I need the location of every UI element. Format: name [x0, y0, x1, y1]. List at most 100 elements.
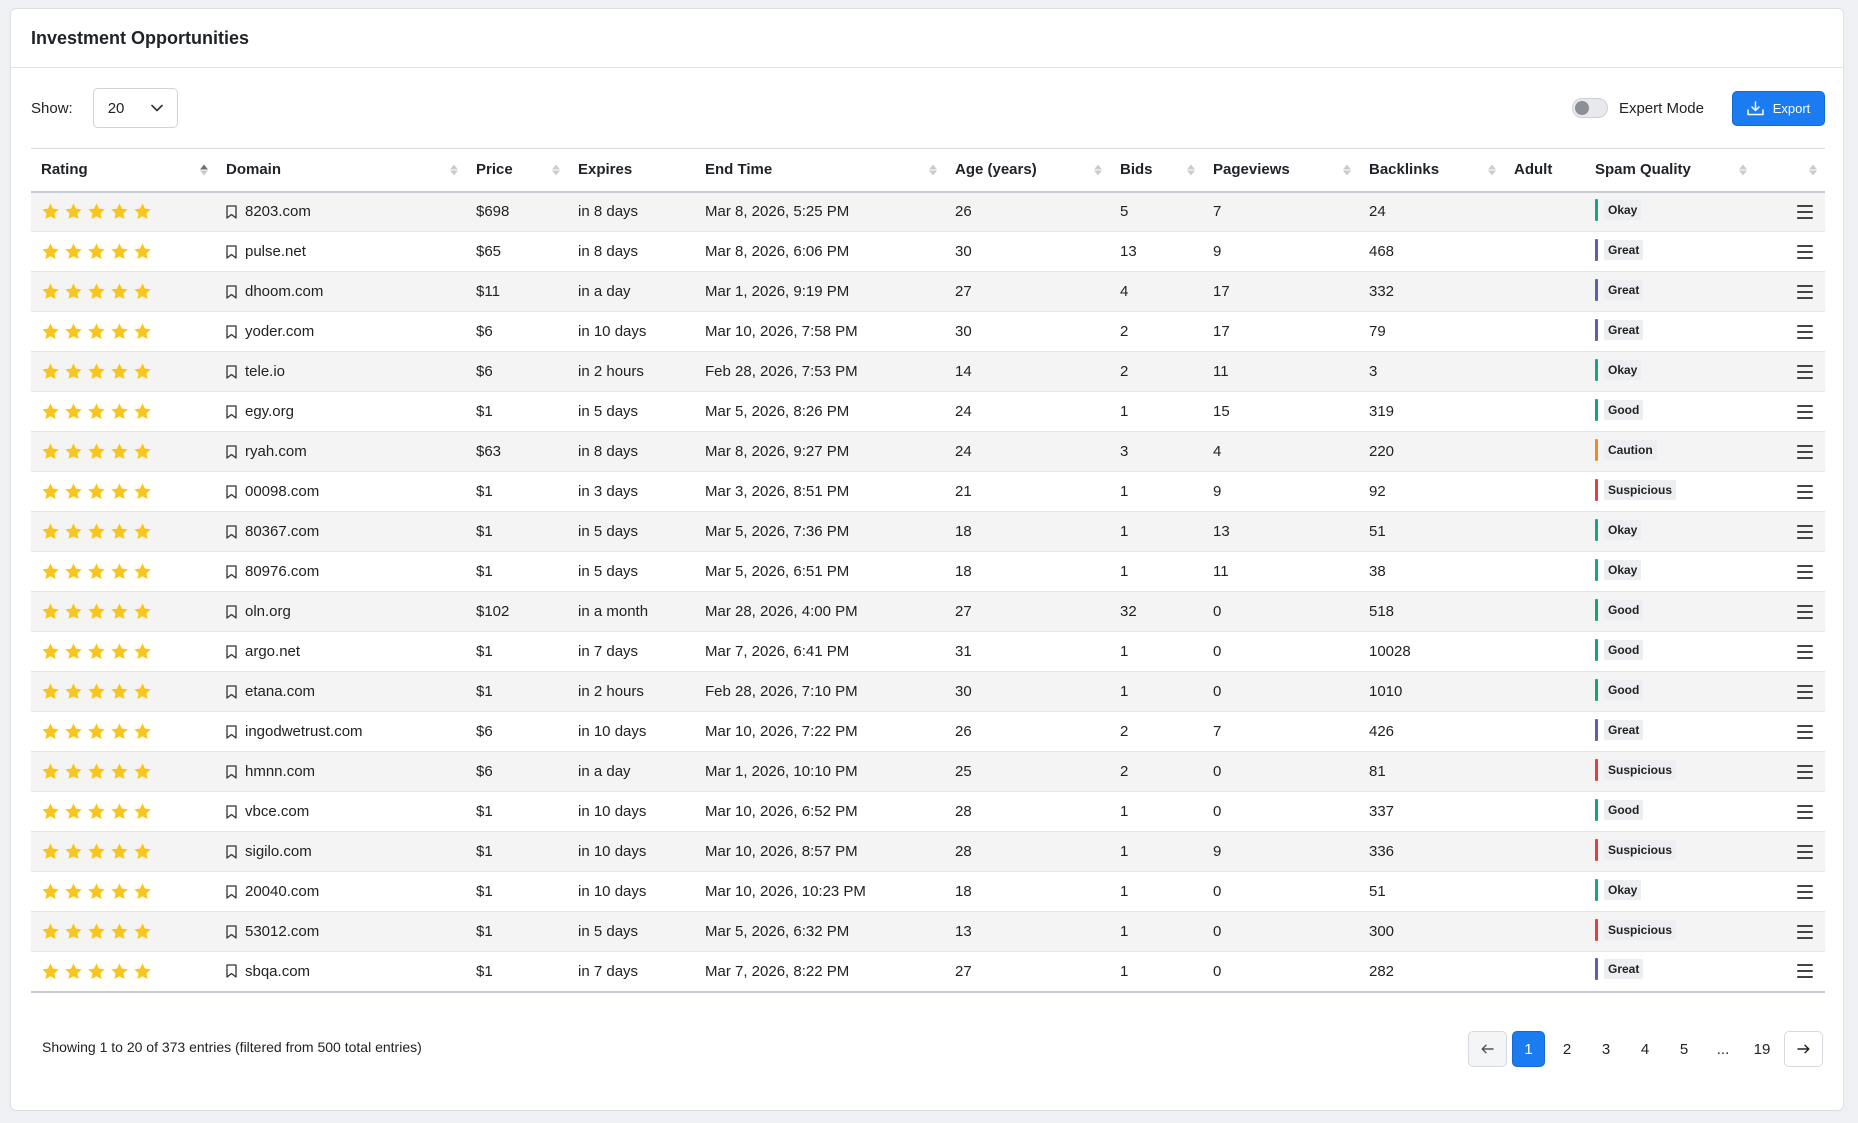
table-row[interactable]: ryah.com $63 in 8 days Mar 8, 2026, 9:27 PM… — [31, 431, 1825, 472]
domain-name[interactable]: yoder.com — [245, 323, 315, 340]
row-menu-icon[interactable] — [1797, 844, 1813, 859]
bookmark-icon[interactable] — [226, 964, 237, 978]
row-menu-icon[interactable] — [1797, 284, 1813, 299]
bookmark-icon[interactable] — [226, 844, 237, 859]
row-menu-icon[interactable] — [1797, 884, 1813, 899]
column-header[interactable]: Bids — [1110, 149, 1203, 192]
row-menu-icon[interactable] — [1797, 324, 1813, 339]
bookmark-icon[interactable] — [226, 604, 237, 619]
table-row[interactable]: dhoom.com $11 in a day Mar 1, 2026, 9:19 PM… — [31, 271, 1825, 312]
row-menu-icon[interactable] — [1797, 724, 1813, 739]
next-page-button[interactable] — [1784, 1031, 1823, 1067]
domain-name[interactable]: 80367.com — [245, 523, 320, 540]
export-button[interactable]: Export — [1732, 90, 1825, 126]
table-row[interactable]: hmnn.com $6 in a day Mar 1, 2026, 10:10 PM 2… — [31, 751, 1825, 792]
domain-name[interactable]: ingodwetrust.com — [245, 723, 363, 740]
domain-name[interactable]: pulse.net — [245, 243, 306, 260]
bookmark-icon[interactable] — [226, 404, 237, 419]
domain-name[interactable]: etana.com — [245, 683, 316, 700]
page-button[interactable]: 5 — [1679, 1040, 1689, 1058]
column-header[interactable]: Adult — [1504, 149, 1585, 192]
domain-name[interactable]: tele.io — [245, 363, 286, 380]
table-row[interactable]: etana.com $1 in 2 hours Feb 28, 2026, 7:10 … — [31, 671, 1825, 712]
page-button[interactable]: 1 — [1512, 1031, 1545, 1067]
domain-name[interactable]: ryah.com — [245, 443, 307, 460]
row-menu-icon[interactable] — [1797, 524, 1813, 539]
bookmark-icon[interactable] — [226, 564, 237, 579]
table-row[interactable]: egy.org $1 in 5 days Mar 5, 2026, 8:26 PM 24… — [31, 392, 1825, 432]
row-menu-icon[interactable] — [1797, 444, 1813, 459]
row-menu-icon[interactable] — [1797, 804, 1813, 819]
column-header[interactable]: Domain — [216, 149, 466, 192]
domain-name[interactable]: 00098.com — [245, 483, 320, 500]
page-button[interactable]: 4 — [1640, 1040, 1650, 1058]
row-menu-icon[interactable] — [1797, 364, 1813, 379]
table-row[interactable]: 8203.com $698 in 8 days Mar 8, 2026, 5:25 P… — [31, 191, 1825, 232]
bookmark-icon[interactable] — [226, 444, 237, 459]
domain-name[interactable]: argo.net — [245, 643, 301, 660]
row-menu-icon[interactable] — [1797, 404, 1813, 419]
page-button[interactable]: 2 — [1562, 1040, 1572, 1058]
domain-name[interactable]: sbqa.com — [245, 962, 311, 980]
bookmark-icon[interactable] — [226, 244, 237, 259]
expert-mode-toggle[interactable] — [1571, 98, 1608, 118]
table-row[interactable]: 80367.com $1 in 5 days Mar 5, 2026, 7:36 PM… — [31, 511, 1825, 552]
table-row[interactable]: sbqa.com $1 in 7 days Mar 7, 2026, 8:22 PM 2… — [31, 952, 1825, 992]
row-menu-icon[interactable] — [1797, 244, 1813, 259]
table-row[interactable]: ingodwetrust.com $6 in 10 days Mar 10, 2026… — [31, 712, 1825, 752]
page-button[interactable]: 3 — [1601, 1040, 1611, 1058]
bookmark-icon[interactable] — [226, 924, 237, 939]
column-header[interactable]: Expires — [568, 149, 695, 192]
row-menu-icon[interactable] — [1797, 604, 1813, 619]
domain-name[interactable]: 53012.com — [245, 923, 320, 940]
domain-name[interactable]: oln.org — [245, 603, 291, 620]
domain-name[interactable]: dhoom.com — [245, 283, 324, 300]
column-header[interactable]: End Time — [695, 149, 945, 192]
table-row[interactable]: oln.org $102 in a month Mar 28, 2026, 4:00 … — [31, 591, 1825, 632]
bookmark-icon[interactable] — [226, 764, 237, 779]
page-button[interactable]: 19 — [1753, 1040, 1771, 1058]
table-row[interactable]: yoder.com $6 in 10 days Mar 10, 2026, 7:58 … — [31, 312, 1825, 352]
column-header[interactable]: Backlinks — [1359, 149, 1504, 192]
domain-name[interactable]: 80976.com — [245, 563, 320, 580]
table-row[interactable]: vbce.com $1 in 10 days Mar 10, 2026, 6:52 P… — [31, 792, 1825, 832]
column-header[interactable]: Age (years) — [945, 149, 1110, 192]
table-row[interactable]: 80976.com $1 in 5 days Mar 5, 2026, 6:51 PM… — [31, 552, 1825, 592]
table-row[interactable]: 20040.com $1 in 10 days Mar 10, 2026, 10:23… — [31, 872, 1825, 912]
bookmark-icon[interactable] — [226, 804, 237, 819]
bookmark-icon[interactable] — [226, 684, 237, 699]
bookmark-icon[interactable] — [226, 484, 237, 499]
bookmark-icon[interactable] — [226, 284, 237, 299]
table-row[interactable]: 53012.com $1 in 5 days Mar 5, 2026, 6:32 PM… — [31, 911, 1825, 952]
row-menu-icon[interactable] — [1797, 964, 1813, 979]
row-menu-icon[interactable] — [1797, 564, 1813, 579]
domain-name[interactable]: hmnn.com — [245, 763, 316, 780]
bookmark-icon[interactable] — [226, 644, 237, 659]
prev-page-button[interactable] — [1468, 1031, 1507, 1067]
table-row[interactable]: pulse.net $65 in 8 days Mar 8, 2026, 6:06 P… — [31, 232, 1825, 272]
row-menu-icon[interactable] — [1797, 484, 1813, 499]
row-menu-icon[interactable] — [1797, 644, 1813, 659]
table-row[interactable]: tele.io $6 in 2 hours Feb 28, 2026, 7:53 PM… — [31, 351, 1825, 392]
column-header[interactable]: Pageviews — [1203, 149, 1359, 192]
domain-name[interactable]: sigilo.com — [245, 843, 312, 860]
column-header[interactable]: Spam Quality — [1585, 149, 1755, 192]
column-header[interactable]: Price — [466, 149, 568, 192]
actions-column-header[interactable] — [1755, 149, 1825, 192]
table-row[interactable]: 00098.com $1 in 3 days Mar 3, 2026, 8:51 PM… — [31, 472, 1825, 512]
row-menu-icon[interactable] — [1797, 924, 1813, 939]
domain-name[interactable]: 8203.com — [245, 203, 311, 221]
bookmark-icon[interactable] — [226, 205, 237, 219]
bookmark-icon[interactable] — [226, 884, 237, 899]
column-header[interactable]: Rating — [31, 149, 216, 192]
domain-name[interactable]: egy.org — [245, 403, 294, 420]
row-menu-icon[interactable] — [1797, 204, 1813, 219]
bookmark-icon[interactable] — [226, 724, 237, 739]
domain-name[interactable]: 20040.com — [245, 883, 320, 900]
bookmark-icon[interactable] — [226, 364, 237, 379]
page-size-select[interactable]: 20 — [92, 88, 178, 128]
bookmark-icon[interactable] — [226, 524, 237, 539]
row-menu-icon[interactable] — [1797, 764, 1813, 779]
table-row[interactable]: argo.net $1 in 7 days Mar 7, 2026, 6:41 PM 3… — [31, 632, 1825, 672]
table-row[interactable]: sigilo.com $1 in 10 days Mar 10, 2026, 8:57… — [31, 831, 1825, 872]
